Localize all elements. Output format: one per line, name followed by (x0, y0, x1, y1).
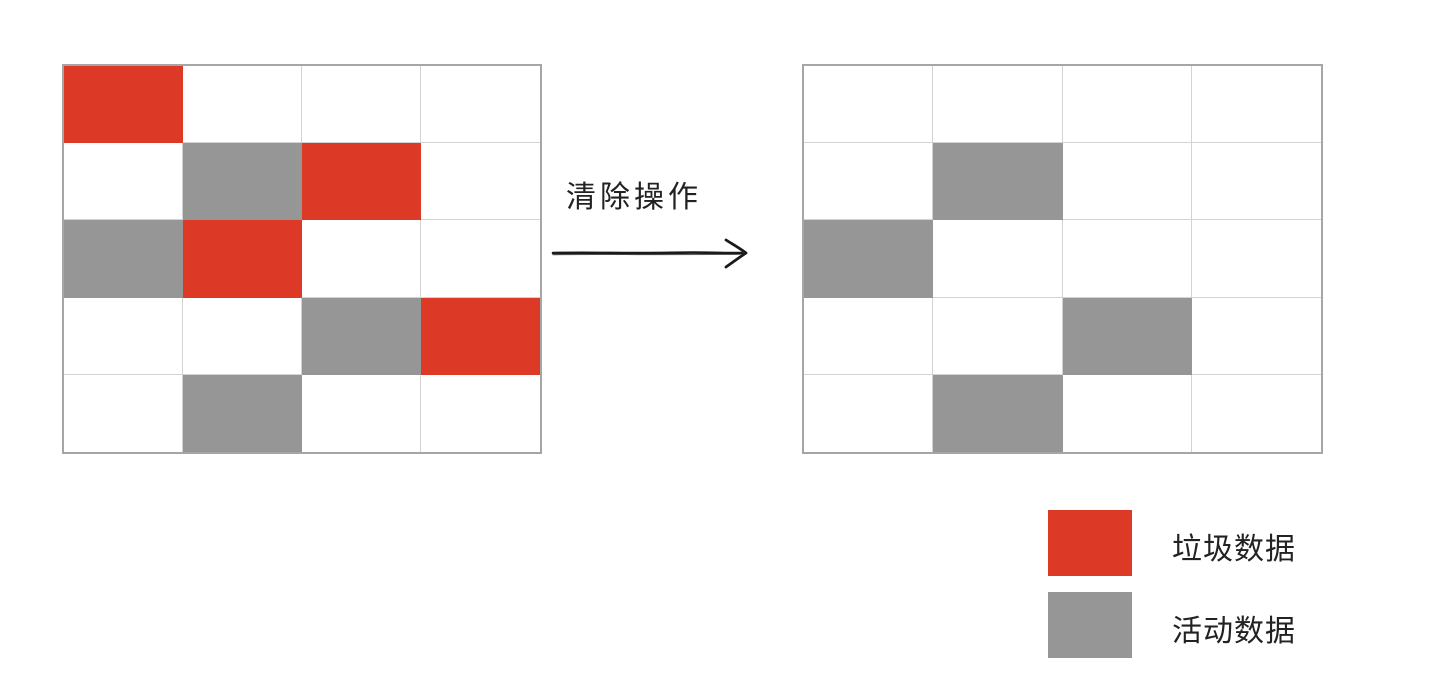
garbage-memory-cell (183, 220, 302, 298)
memory-cell (302, 220, 421, 298)
operation-label: 清除操作 (566, 180, 702, 215)
memory-cell (421, 374, 540, 452)
memory-cell (421, 143, 540, 221)
garbage-memory-cell (64, 66, 183, 144)
memory-cell (933, 220, 1063, 298)
memory-cell (1191, 220, 1321, 298)
memory-cell (421, 66, 540, 144)
arrow-right-icon (551, 238, 748, 269)
active-memory-cell (302, 297, 421, 375)
legend-item-active: 活动数据 (1048, 592, 1318, 658)
active-memory-cell (183, 374, 302, 452)
before-memory-grid (62, 64, 542, 454)
memory-cell (1062, 374, 1192, 452)
active-memory-cell (1062, 297, 1192, 375)
garbage-swatch (1048, 510, 1132, 576)
legend-label-active: 活动数据 (1172, 614, 1296, 649)
memory-cell (1191, 66, 1321, 144)
memory-cell (64, 297, 183, 375)
memory-cell (183, 66, 302, 144)
memory-cell (183, 297, 302, 375)
active-memory-cell (183, 143, 302, 221)
memory-cell (1191, 297, 1321, 375)
memory-cell (302, 374, 421, 452)
memory-cell (804, 66, 934, 144)
memory-cell (804, 297, 934, 375)
memory-cell (1191, 143, 1321, 221)
legend-item-garbage: 垃圾数据 (1048, 510, 1318, 576)
active-memory-cell (804, 220, 934, 298)
after-memory-grid (802, 64, 1323, 454)
active-memory-cell (64, 220, 183, 298)
memory-cell (933, 66, 1063, 144)
memory-cell (1062, 66, 1192, 144)
garbage-memory-cell (302, 143, 421, 221)
memory-cell (1062, 143, 1192, 221)
memory-cell (933, 297, 1063, 375)
memory-cell (1191, 374, 1321, 452)
memory-cell (302, 66, 421, 144)
memory-cell (64, 143, 183, 221)
legend-label-garbage: 垃圾数据 (1172, 532, 1296, 567)
garbage-memory-cell (421, 297, 540, 375)
memory-cell (421, 220, 540, 298)
active-memory-cell (933, 374, 1063, 452)
memory-cell (1062, 220, 1192, 298)
active-swatch (1048, 592, 1132, 658)
memory-cell (64, 374, 183, 452)
active-memory-cell (933, 143, 1063, 221)
memory-cell (804, 374, 934, 452)
memory-cell (804, 143, 934, 221)
